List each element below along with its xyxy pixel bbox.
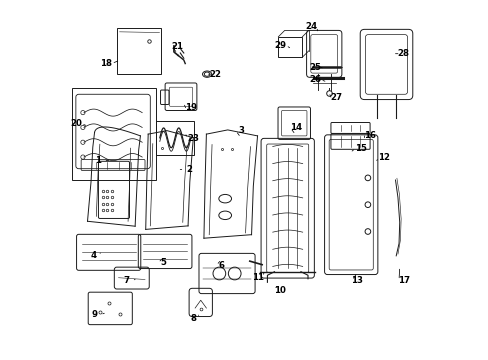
Text: 22: 22	[209, 70, 221, 79]
Text: 5: 5	[160, 258, 166, 267]
Text: 27: 27	[329, 93, 342, 102]
Text: 12: 12	[377, 153, 389, 162]
Text: 10: 10	[273, 285, 285, 294]
Text: 15: 15	[354, 144, 366, 153]
Bar	[155, 121, 194, 154]
Text: 4: 4	[90, 251, 96, 260]
Text: 1: 1	[95, 156, 101, 165]
Text: 18: 18	[100, 59, 112, 68]
Text: 9: 9	[92, 310, 98, 319]
Text: 8: 8	[190, 314, 196, 323]
Text: 23: 23	[187, 134, 199, 143]
Text: 17: 17	[397, 276, 409, 285]
Text: 16: 16	[363, 131, 375, 140]
Text: 14: 14	[289, 123, 301, 132]
Text: 24: 24	[305, 22, 317, 31]
Text: 29: 29	[274, 41, 286, 50]
Bar	[117, 28, 161, 74]
Text: 3: 3	[238, 126, 244, 135]
Text: 28: 28	[396, 49, 408, 58]
Text: 2: 2	[186, 165, 192, 174]
Text: 26: 26	[308, 75, 321, 84]
Text: 13: 13	[351, 276, 363, 285]
Text: 20: 20	[70, 119, 81, 128]
Text: 6: 6	[218, 261, 224, 270]
Text: 7: 7	[123, 276, 129, 285]
Text: 19: 19	[184, 103, 197, 112]
Bar	[71, 88, 156, 180]
Text: 21: 21	[171, 42, 183, 51]
Bar	[278, 37, 302, 57]
Text: 11: 11	[251, 273, 264, 282]
Text: 25: 25	[308, 63, 320, 72]
